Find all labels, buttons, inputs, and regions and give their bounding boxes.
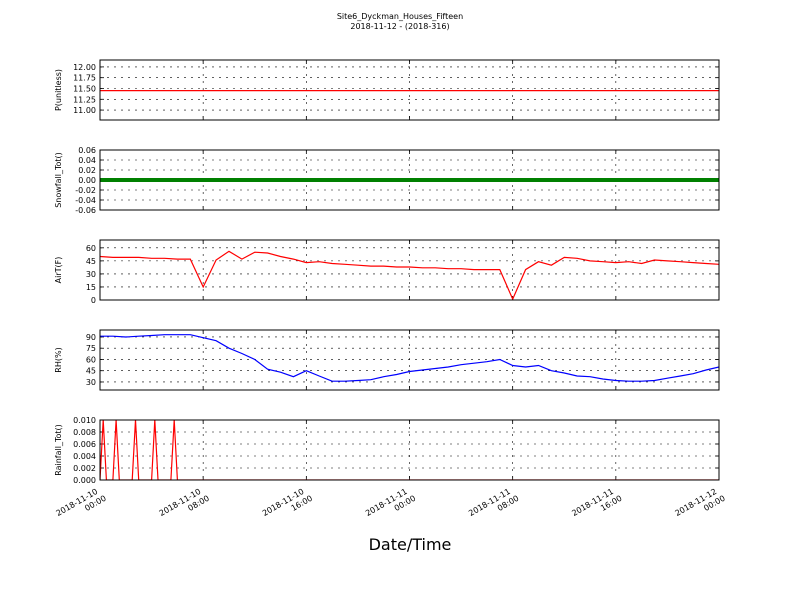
y-axis-label: AirT(F) [54, 257, 63, 284]
y-axis-label: P(unitless) [54, 69, 63, 111]
plot-frame [99, 239, 720, 301]
plot-frame [99, 419, 720, 481]
y-tick-label: 45 [86, 367, 96, 376]
y-tick-label: 0.04 [78, 156, 96, 165]
y-tick-label: 75 [86, 344, 96, 353]
y-tick-label: 15 [86, 283, 96, 292]
y-tick-label: 0.02 [78, 166, 96, 175]
subtitle: 2018-11-12 - (2018-316) [350, 22, 449, 31]
y-tick-label: 0.004 [73, 452, 96, 461]
y-tick-label: 0.002 [73, 464, 96, 473]
y-tick-label: 0.06 [78, 146, 96, 155]
y-tick-label: 0 [91, 296, 96, 305]
y-tick-label: 0.008 [73, 428, 96, 437]
y-axis-label: Snowfall_Tot() [54, 152, 63, 208]
y-tick-label: 60 [86, 244, 96, 253]
plot-frame [99, 329, 720, 391]
y-tick-label: 30 [86, 378, 96, 387]
y-tick-label: 12.00 [73, 63, 96, 72]
y-tick-label: 0.006 [73, 440, 96, 449]
y-tick-label: -0.06 [75, 206, 96, 215]
title: Site6_Dyckman_Houses_Fifteen [337, 12, 463, 21]
y-tick-label: 0.000 [73, 476, 96, 485]
data-line [100, 420, 719, 480]
y-axis-label: Rainfall_Tot() [54, 424, 63, 476]
data-line [100, 250, 719, 300]
data-line [100, 334, 719, 382]
y-tick-label: 45 [86, 257, 96, 266]
y-tick-label: 11.00 [73, 106, 96, 115]
y-tick-label: 11.50 [73, 84, 96, 93]
y-tick-label: 30 [86, 270, 96, 279]
y-tick-label: -0.02 [75, 186, 96, 195]
plot-frame [99, 59, 720, 121]
y-tick-label: -0.04 [75, 196, 96, 205]
x-axis-label: Date/Time [369, 535, 452, 554]
y-tick-label: 0.00 [78, 176, 96, 185]
y-tick-label: 0.010 [73, 416, 96, 425]
y-tick-label: 11.25 [73, 95, 96, 104]
y-tick-label: 11.75 [73, 74, 96, 83]
y-tick-label: 90 [86, 333, 96, 342]
y-axis-label: RH(%) [54, 347, 63, 372]
plot-frame [99, 149, 720, 211]
y-tick-label: 60 [86, 355, 96, 364]
